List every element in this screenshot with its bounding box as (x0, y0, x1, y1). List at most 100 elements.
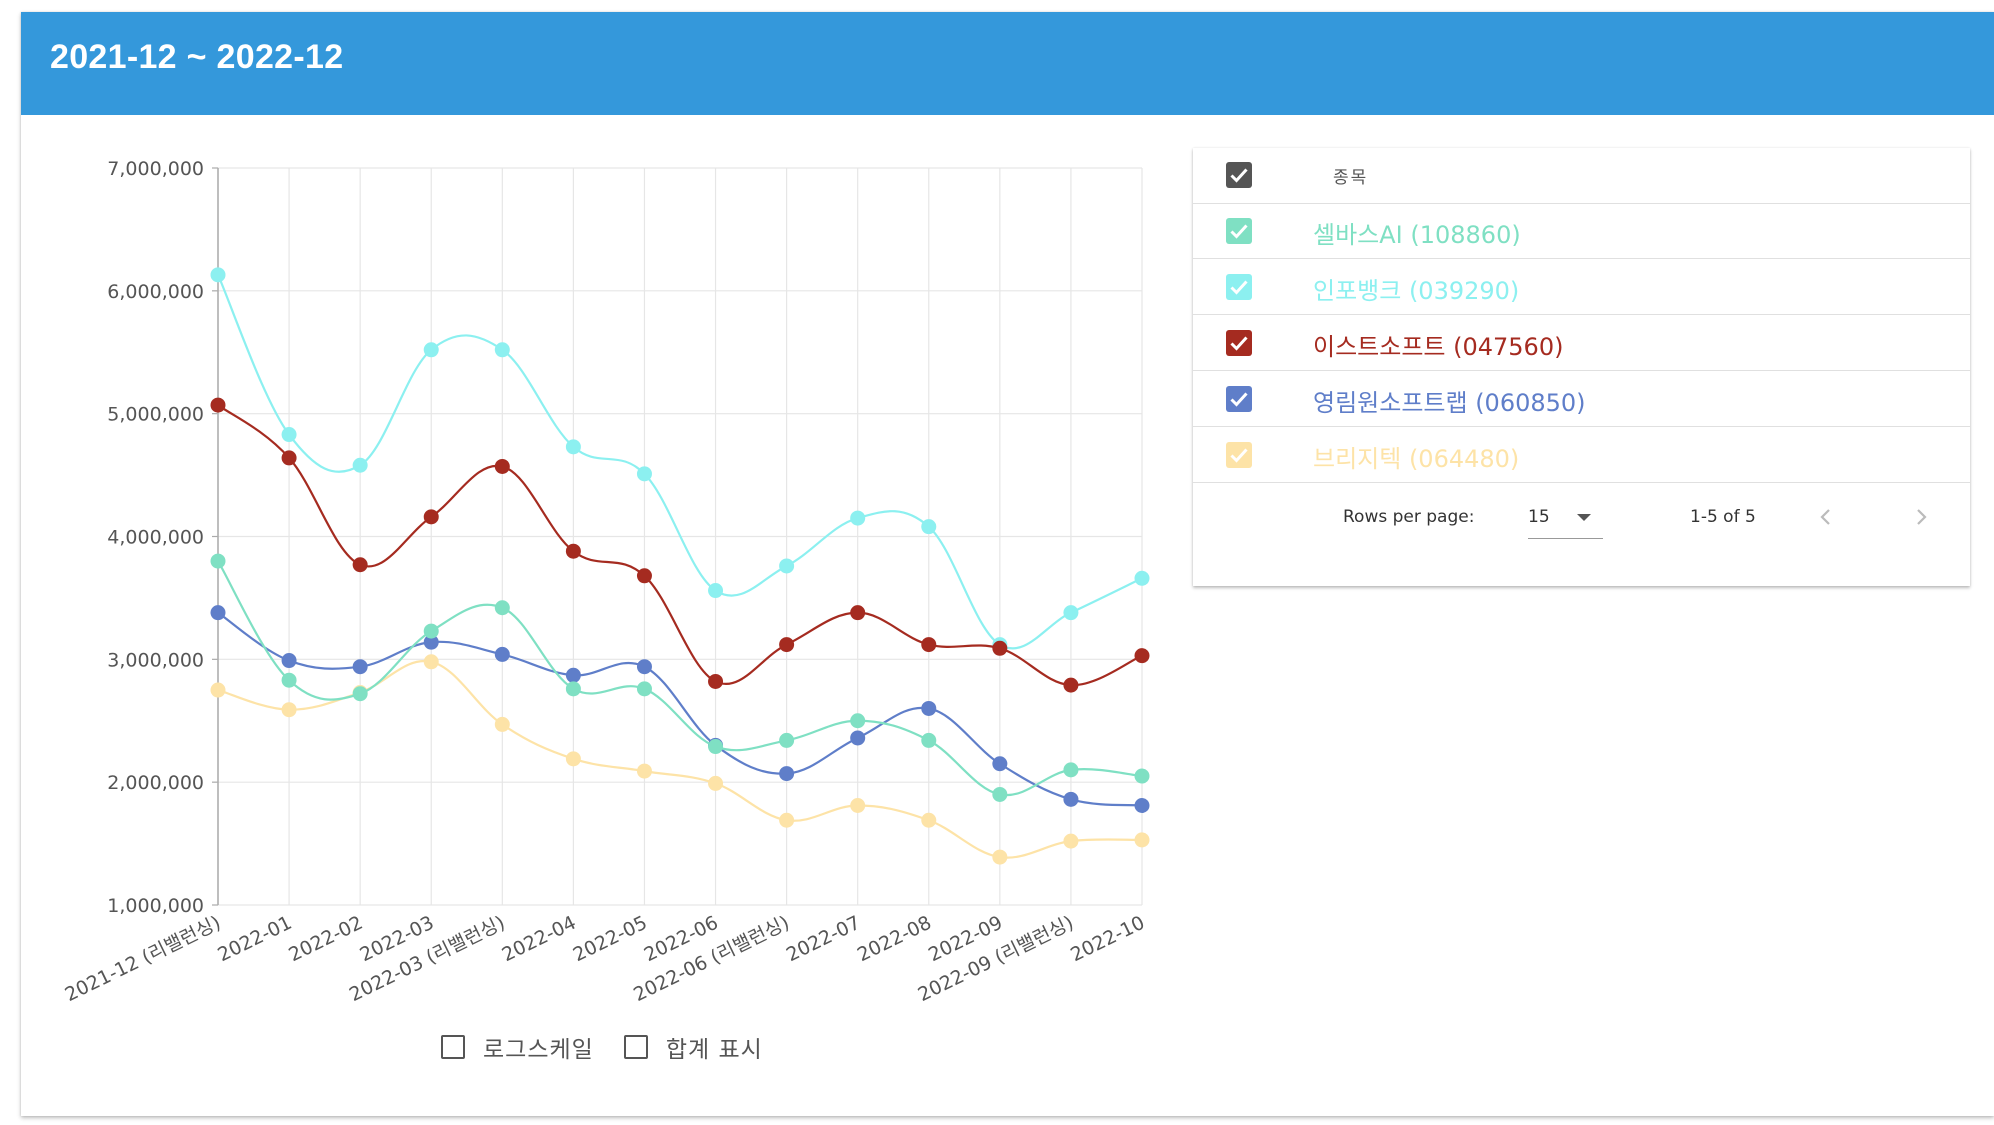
data-point[interactable] (779, 812, 795, 828)
data-point[interactable] (494, 646, 510, 662)
data-point[interactable] (779, 558, 795, 574)
table-row[interactable]: 인포뱅크 (039290) (1193, 259, 1970, 315)
row-checkbox[interactable] (1226, 218, 1252, 244)
data-point[interactable] (1134, 832, 1150, 848)
data-point[interactable] (423, 509, 439, 525)
column-header-stock: 종목 (1333, 168, 1369, 188)
data-point[interactable] (992, 756, 1008, 772)
data-point[interactable] (850, 510, 866, 526)
row-checkbox[interactable] (1226, 330, 1252, 356)
data-point[interactable] (636, 568, 652, 584)
rows-per-page-select[interactable]: 15 (1528, 498, 1603, 539)
table-row[interactable]: 이스트소프트 (047560) (1193, 315, 1970, 371)
prev-page-button[interactable] (1813, 504, 1839, 530)
data-point[interactable] (565, 667, 581, 683)
x-tick-label: 2022-05 (570, 912, 651, 967)
y-tick-label: 5,000,000 (107, 404, 204, 426)
data-point[interactable] (1134, 768, 1150, 784)
log-scale-option[interactable]: 로그스케일 (441, 1030, 594, 1064)
data-point[interactable] (708, 775, 724, 791)
chart-options: 로그스케일 합계 표시 (441, 1027, 793, 1067)
data-point[interactable] (494, 458, 510, 474)
data-point[interactable] (708, 583, 724, 599)
data-point[interactable] (565, 681, 581, 697)
data-point[interactable] (352, 457, 368, 473)
data-point[interactable] (352, 686, 368, 702)
data-point[interactable] (921, 812, 937, 828)
data-point[interactable] (281, 672, 297, 688)
data-point[interactable] (494, 600, 510, 616)
data-point[interactable] (779, 732, 795, 748)
data-point[interactable] (779, 766, 795, 782)
data-point[interactable] (281, 450, 297, 466)
data-point[interactable] (210, 267, 226, 283)
data-point[interactable] (210, 553, 226, 569)
data-point[interactable] (1134, 648, 1150, 664)
data-point[interactable] (1134, 570, 1150, 586)
data-point[interactable] (921, 637, 937, 653)
data-point[interactable] (636, 681, 652, 697)
log-scale-checkbox[interactable] (441, 1035, 465, 1059)
table-row[interactable]: 영림원소프트랩 (060850) (1193, 371, 1970, 427)
data-point[interactable] (423, 634, 439, 650)
y-tick-label: 3,000,000 (107, 649, 204, 671)
data-point[interactable] (636, 466, 652, 482)
data-point[interactable] (281, 427, 297, 443)
data-point[interactable] (1063, 833, 1079, 849)
select-all-checkbox[interactable] (1226, 162, 1252, 188)
data-point[interactable] (708, 673, 724, 689)
data-point[interactable] (565, 543, 581, 559)
data-point[interactable] (921, 519, 937, 535)
y-tick-label: 2,000,000 (107, 772, 204, 794)
data-point[interactable] (992, 849, 1008, 865)
data-point[interactable] (352, 557, 368, 573)
data-point[interactable] (1063, 677, 1079, 693)
data-point[interactable] (850, 605, 866, 621)
caret-down-icon (1577, 514, 1591, 521)
data-point[interactable] (565, 751, 581, 767)
table-row[interactable]: 브리지텍 (064480) (1193, 427, 1970, 483)
data-point[interactable] (423, 654, 439, 670)
sum-checkbox[interactable] (623, 1035, 648, 1059)
data-point[interactable] (210, 397, 226, 413)
row-checkbox[interactable] (1226, 386, 1252, 412)
data-point[interactable] (708, 739, 724, 755)
data-point[interactable] (281, 702, 297, 718)
data-point[interactable] (1063, 762, 1079, 778)
data-point[interactable] (423, 342, 439, 358)
data-point[interactable] (423, 623, 439, 639)
table-row[interactable]: 셀바스AI (108860) (1193, 203, 1970, 259)
data-point[interactable] (1134, 798, 1150, 814)
data-point[interactable] (210, 605, 226, 621)
data-point[interactable] (1063, 605, 1079, 621)
data-point[interactable] (494, 716, 510, 732)
row-checkbox[interactable] (1226, 442, 1252, 468)
next-page-button[interactable] (1908, 504, 1934, 530)
data-point[interactable] (850, 730, 866, 746)
data-point[interactable] (850, 798, 866, 814)
stock-table: 종목 셀바스AI (108860) 인포뱅크 (039290) 이스트소프트 (04… (1193, 148, 1970, 586)
data-point[interactable] (281, 653, 297, 669)
stock-name: 인포뱅크 (039290) (1313, 277, 1520, 305)
stock-name: 브리지텍 (064480) (1313, 445, 1520, 473)
data-point[interactable] (210, 682, 226, 698)
series-3 (210, 605, 1150, 814)
data-point[interactable] (565, 439, 581, 455)
card-header: 2021-12 ~ 2022-12 (21, 12, 1994, 115)
series-line (217, 611, 1143, 807)
sum-option[interactable]: 합계 표시 (623, 1030, 763, 1064)
data-point[interactable] (850, 713, 866, 729)
data-point[interactable] (992, 640, 1008, 656)
table-footer: Rows per page: 15 1-5 of 5 (1193, 488, 1970, 578)
data-point[interactable] (494, 342, 510, 358)
data-point[interactable] (992, 786, 1008, 802)
stock-name: 영림원소프트랩 (060850) (1313, 389, 1586, 417)
data-point[interactable] (1063, 791, 1079, 807)
data-point[interactable] (352, 659, 368, 675)
data-point[interactable] (636, 763, 652, 779)
row-checkbox[interactable] (1226, 274, 1252, 300)
data-point[interactable] (921, 700, 937, 716)
data-point[interactable] (779, 637, 795, 653)
data-point[interactable] (636, 659, 652, 675)
data-point[interactable] (921, 732, 937, 748)
